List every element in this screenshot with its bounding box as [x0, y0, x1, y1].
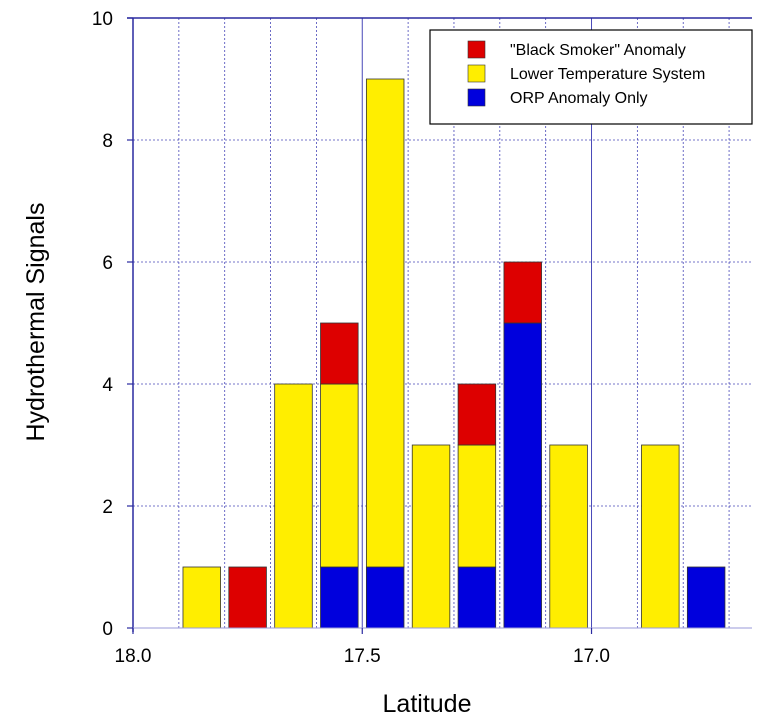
legend-swatch — [467, 64, 486, 83]
bar-segment — [503, 261, 542, 324]
y-tick-label: 4 — [102, 375, 113, 396]
x-tick-label: 17.5 — [344, 646, 381, 667]
y-tick-label: 0 — [102, 619, 113, 640]
legend-swatch — [467, 40, 486, 59]
bar-segment — [549, 444, 588, 629]
y-tick-label: 6 — [102, 253, 113, 274]
bar-segment — [457, 444, 497, 568]
bar-segment — [365, 566, 405, 629]
bar-segment — [274, 383, 313, 629]
bar-segment — [503, 322, 542, 629]
x-tick-label: 17.0 — [573, 646, 610, 667]
x-tick-label: 18.0 — [115, 646, 152, 667]
y-axis-title: Hydrothermal Signals — [22, 203, 50, 442]
axes — [127, 17, 752, 632]
y-tick-label: 10 — [92, 9, 113, 30]
bar-segment — [320, 383, 359, 568]
bars — [182, 78, 726, 629]
y-tick-label: 8 — [102, 131, 113, 152]
legend: "Black Smoker" Anomaly Lower Temperature … — [429, 29, 753, 125]
legend-swatch — [467, 88, 486, 107]
y-tick-label: 2 — [102, 497, 113, 518]
legend-label: "Black Smoker" Anomaly — [510, 42, 686, 59]
bar-segment — [641, 444, 680, 629]
bar-segment — [686, 566, 726, 629]
bar-segment — [457, 566, 497, 629]
x-axis-title: Latitude — [383, 690, 472, 718]
legend-label: ORP Anomaly Only — [510, 90, 648, 107]
bar-segment — [320, 322, 359, 385]
bar-segment — [365, 78, 405, 568]
bar-segment — [182, 566, 221, 629]
tick-labels: 0 2 4 6 8 10 18.0 17.5 17.0 — [92, 9, 610, 667]
legend-label: Lower Temperature System — [510, 66, 705, 83]
bar-segment — [411, 444, 451, 629]
bar-segment — [320, 566, 359, 629]
bar-segment — [228, 566, 267, 629]
bar-segment — [457, 383, 497, 446]
